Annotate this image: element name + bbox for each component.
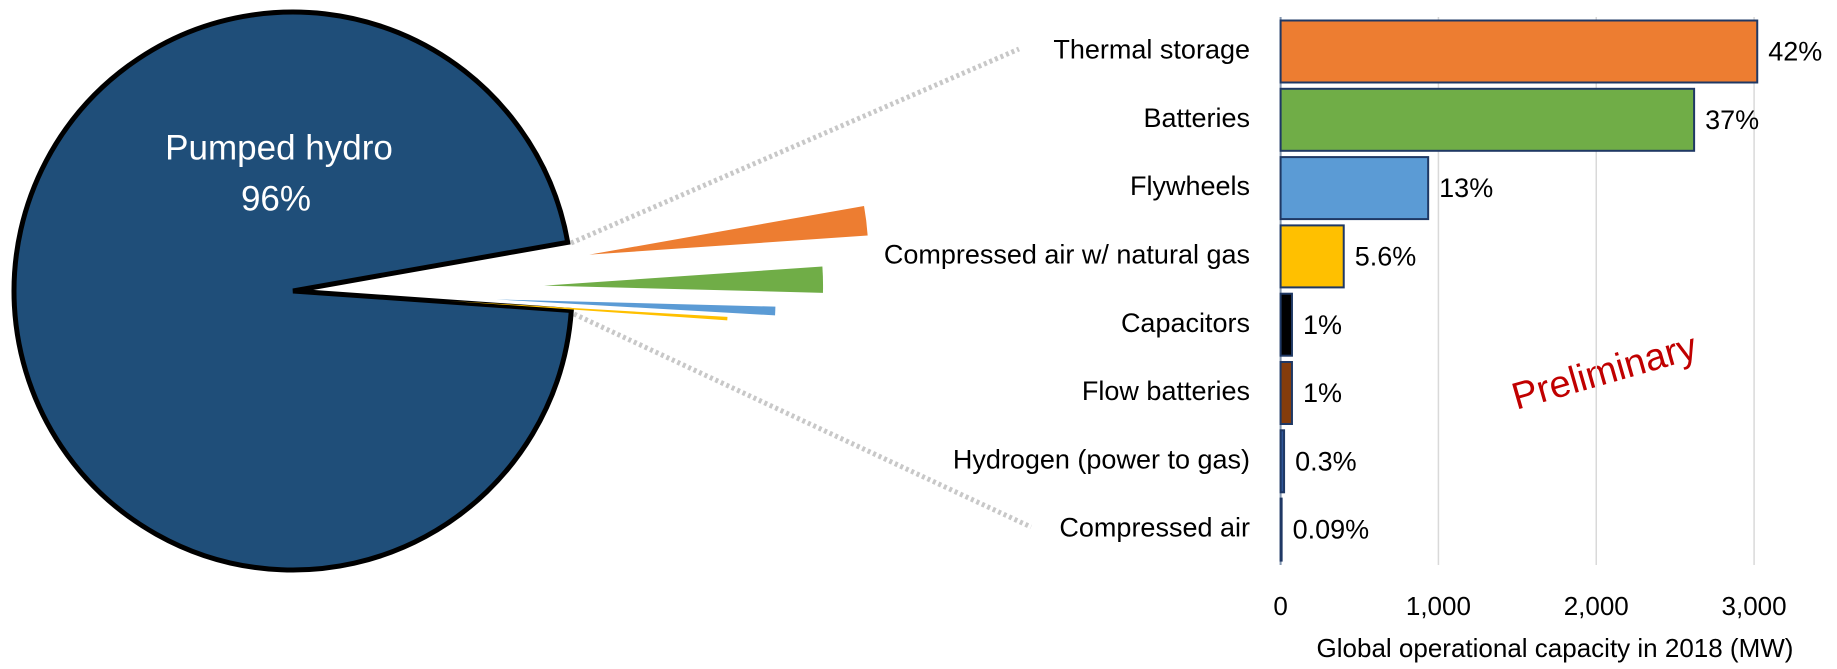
y-tick-label: Compressed air — [1059, 513, 1250, 543]
pie-slice — [544, 266, 824, 293]
y-tick-label: Flywheels — [1130, 171, 1250, 201]
pie-slice — [448, 300, 728, 321]
slice-value-label: 96% — [241, 179, 311, 218]
bar — [1279, 429, 1286, 494]
y-tick-label: Compressed air w/ natural gas — [884, 240, 1250, 270]
value-label: 0.3% — [1295, 446, 1357, 476]
pie-slice — [589, 205, 868, 255]
value-label: 0.09% — [1293, 515, 1370, 545]
x-tick-label: 0 — [1273, 591, 1287, 621]
value-label: 42% — [1768, 37, 1822, 67]
x-tick-label: 2,000 — [1564, 591, 1629, 621]
bar — [1279, 292, 1293, 357]
value-label: 5.6% — [1355, 242, 1417, 272]
value-label: 37% — [1705, 105, 1759, 135]
bar — [1279, 87, 1696, 152]
connector-line — [570, 46, 1020, 246]
value-label: 13% — [1439, 173, 1493, 203]
y-tick-label: Thermal storage — [1053, 35, 1250, 65]
y-tick-label: Flow batteries — [1082, 376, 1250, 406]
bar — [1279, 156, 1430, 221]
bar — [1279, 361, 1293, 425]
slice-label: Pumped hydro — [165, 128, 393, 167]
y-tick-label: Batteries — [1143, 103, 1250, 133]
y-tick-label: Capacitors — [1121, 308, 1250, 338]
bar — [1279, 19, 1759, 84]
x-tick-label: 1,000 — [1406, 591, 1471, 621]
connector-line — [572, 311, 1033, 530]
pie-slice — [11, 9, 574, 573]
y-tick-label: Hydrogen (power to gas) — [953, 444, 1250, 474]
bar — [1279, 224, 1345, 289]
value-label: 1% — [1303, 310, 1342, 340]
bar — [1279, 497, 1283, 562]
x-tick-label: 3,000 — [1722, 591, 1787, 621]
value-label: 1% — [1303, 378, 1342, 408]
annotation: Preliminary — [1507, 326, 1701, 419]
x-axis-label: Global operational capacity in 2018 (MW) — [1317, 633, 1794, 663]
pie-slice — [496, 299, 776, 316]
